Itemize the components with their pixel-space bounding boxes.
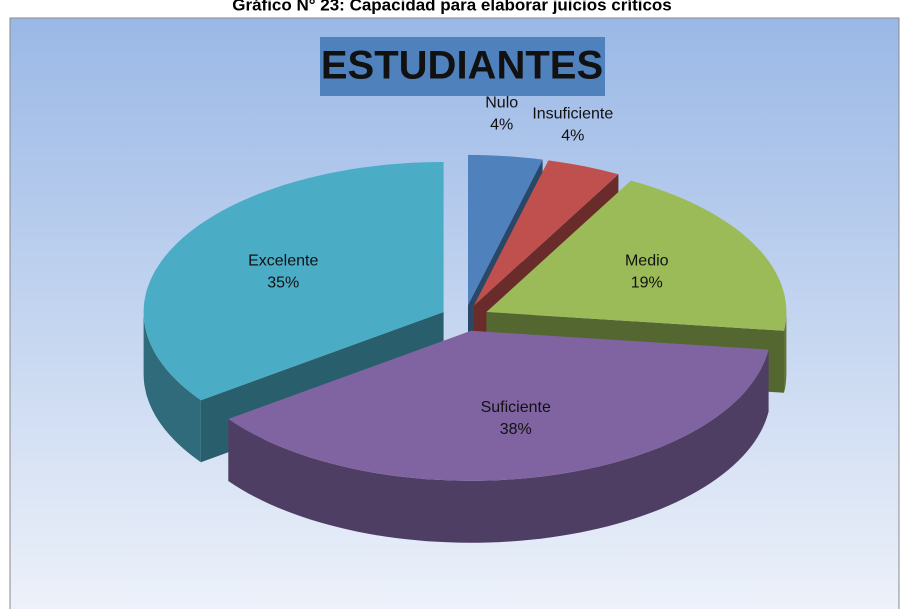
slice-label: Nulo <box>485 94 518 111</box>
slice-value-label: 38% <box>500 421 532 438</box>
pie-labels: Nulo 4% Insuficiente 4% Medio 19% Suficiente 38… <box>248 94 669 438</box>
slice-value-label: 4% <box>490 116 513 133</box>
slice-label: Excelente <box>248 252 318 269</box>
slice-label: Suficiente <box>481 399 551 416</box>
subtitle-box <box>320 37 605 96</box>
slice-side <box>228 349 769 543</box>
slice <box>473 160 619 306</box>
slice-side <box>784 312 787 393</box>
subtitle: ESTUDIANTES <box>321 44 603 88</box>
slice <box>143 162 444 401</box>
slice-label: Medio <box>625 252 669 269</box>
slice-value-label: 35% <box>267 274 299 291</box>
slice <box>228 330 769 481</box>
pie-tops <box>143 154 787 481</box>
slice <box>468 154 543 305</box>
slice-value-label: 4% <box>561 128 584 145</box>
pie-sides <box>143 312 787 543</box>
slice-value-label: 19% <box>631 274 663 291</box>
chart-title: Gráfico N° 23: Capacidad para elaborar j… <box>232 0 672 14</box>
slice <box>486 180 787 331</box>
slice-label: Insuficiente <box>532 106 613 123</box>
slice-side <box>143 312 201 463</box>
